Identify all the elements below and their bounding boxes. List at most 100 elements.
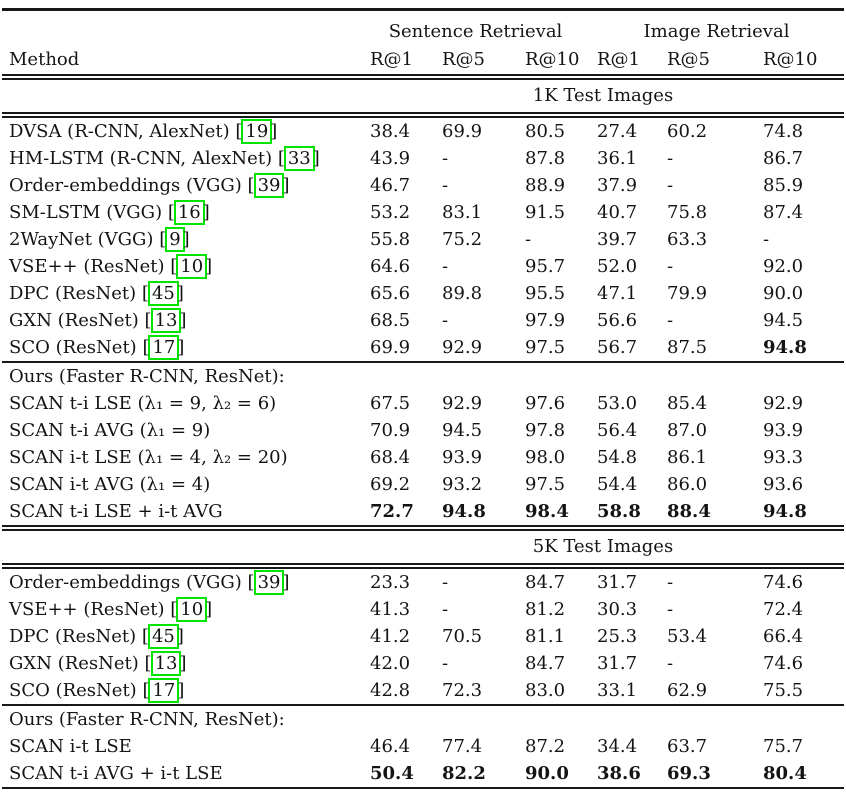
value-cell: 88.9 <box>525 175 566 196</box>
citation-link[interactable]: 10 <box>176 597 208 622</box>
table-row: SCAN t-i AVG (λ₁ = 9) 70.9 94.5 97.8 56.4 87.… <box>2 417 844 444</box>
section-banner: 5K Test Images <box>362 525 844 569</box>
citation-close-bracket: ] <box>312 148 320 169</box>
value-cell: 80.4 <box>763 763 807 784</box>
ours-subheader-row: Ours (Faster R-CNN, ResNet): <box>2 361 844 390</box>
method-label: SCAN i-t LSE <box>9 736 132 757</box>
citation-link[interactable]: 13 <box>150 308 182 333</box>
value-cell: 68.5 <box>370 310 411 331</box>
column-header-r1-image: R@1 <box>597 49 641 70</box>
value-cell: 39.7 <box>597 229 638 250</box>
table-row: DVSA (R-CNN, AlexNet) [19] 38.4 69.9 80.5 27… <box>2 115 844 145</box>
method-cell: HM-LSTM (R-CNN, AlexNet) [33] <box>2 145 362 172</box>
method-cell: GXN (ResNet) [13] <box>2 307 362 334</box>
citation-link[interactable]: 45 <box>147 281 179 306</box>
method-cell: VSE++ (ResNet) [10] <box>2 596 362 623</box>
table-row: VSE++ (ResNet) [10] 41.3 - 81.2 30.3 - 72.4 <box>2 596 844 623</box>
citation-open-bracket: [ <box>144 653 152 674</box>
value-cell: 82.2 <box>442 763 486 784</box>
value-cell: 93.9 <box>763 420 804 441</box>
citation: [9] <box>159 227 190 252</box>
value-cell: 66.4 <box>763 626 804 647</box>
citation-close-bracket: ] <box>176 626 184 647</box>
value-cell: 75.8 <box>667 202 708 223</box>
ours-subheader: Ours (Faster R-CNN, ResNet): <box>2 361 844 390</box>
table-row: GXN (ResNet) [13] 42.0 - 84.7 31.7 - 74.6 <box>2 650 844 677</box>
value-cell: - <box>442 599 449 620</box>
value-cell: 75.5 <box>763 680 804 701</box>
method-label: SCAN t-i LSE (λ₁ = 9, λ₂ = 6) <box>9 393 277 414</box>
value-cell: 92.9 <box>763 393 804 414</box>
citation-link[interactable]: 33 <box>283 146 315 171</box>
value-cell: 72.4 <box>763 599 804 620</box>
value-cell: 93.2 <box>442 474 483 495</box>
value-cell: 27.4 <box>597 121 638 142</box>
citation: [16] <box>167 200 210 225</box>
value-cell: 72.7 <box>370 501 414 522</box>
value-cell: 31.7 <box>597 572 638 593</box>
method-label: SCO (ResNet) <box>9 337 137 358</box>
table-row: DPC (ResNet) [45] 41.2 70.5 81.1 25.3 53.4 66.… <box>2 623 844 650</box>
value-cell: 52.0 <box>597 256 638 277</box>
method-cell: SCO (ResNet) [17] <box>2 334 362 362</box>
citation-link[interactable]: 45 <box>147 624 179 649</box>
value-cell: 93.6 <box>763 474 804 495</box>
value-cell: 33.1 <box>597 680 638 701</box>
citation-close-bracket: ] <box>177 680 185 701</box>
value-cell: 87.2 <box>525 736 566 757</box>
value-cell: 38.4 <box>370 121 411 142</box>
value-cell: - <box>667 599 674 620</box>
citation-close-bracket: ] <box>270 121 278 142</box>
value-cell: - <box>667 310 674 331</box>
value-cell: 92.0 <box>763 256 804 277</box>
citation-open-bracket: [ <box>144 310 152 331</box>
value-cell: 97.6 <box>525 393 566 414</box>
citation-link[interactable]: 13 <box>150 651 182 676</box>
value-cell: 55.8 <box>370 229 411 250</box>
citation-link[interactable]: 17 <box>148 335 180 360</box>
section-banner-row: 5K Test Images <box>2 525 844 569</box>
value-cell: 97.5 <box>525 474 566 495</box>
citation-close-bracket: ] <box>205 599 213 620</box>
citation-link[interactable]: 39 <box>253 173 285 198</box>
citation-link[interactable]: 19 <box>241 119 273 144</box>
value-cell: 90.0 <box>525 763 569 784</box>
column-header-r10-sentence: R@10 <box>525 49 580 70</box>
citation-link[interactable]: 10 <box>176 254 208 279</box>
citation: [10] <box>170 597 213 622</box>
value-cell: 85.4 <box>667 393 708 414</box>
value-cell: 58.8 <box>597 501 641 522</box>
group-header-sentence-retrieval: Sentence Retrieval <box>388 21 563 42</box>
value-cell: 81.2 <box>525 599 566 620</box>
citation-open-bracket: [ <box>167 202 175 223</box>
citation-close-bracket: ] <box>182 229 190 250</box>
value-cell: 89.8 <box>442 283 483 304</box>
banner-spacer-cell <box>2 525 362 569</box>
table-row: SCAN i-t LSE (λ₁ = 4, λ₂ = 20) 68.4 93.9 98… <box>2 444 844 471</box>
citation-link[interactable]: 16 <box>173 200 205 225</box>
method-cell: SCAN t-i LSE + i-t AVG <box>2 498 362 528</box>
citation-close-bracket: ] <box>179 653 187 674</box>
value-cell: - <box>667 256 674 277</box>
value-cell: 38.6 <box>597 763 641 784</box>
table-row: DPC (ResNet) [45] 65.6 89.8 95.5 47.1 79.9 90.… <box>2 280 844 307</box>
column-header-r1-sentence: R@1 <box>370 49 414 70</box>
method-cell: SCAN t-i AVG + i-t LSE <box>2 760 362 788</box>
citation-link[interactable]: 17 <box>148 678 180 703</box>
value-cell: 98.0 <box>525 447 566 468</box>
value-cell: 54.8 <box>597 447 638 468</box>
citation-link[interactable]: 9 <box>165 227 185 252</box>
value-cell: 65.6 <box>370 283 411 304</box>
value-cell: 40.7 <box>597 202 638 223</box>
value-cell: 93.9 <box>442 447 483 468</box>
citation-open-bracket: [ <box>247 175 255 196</box>
table-row: Order-embeddings (VGG) [39] 23.3 - 84.7 31.7… <box>2 566 844 596</box>
table-row: SCAN t-i LSE (λ₁ = 9, λ₂ = 6) 67.5 92.9 97.… <box>2 390 844 417</box>
value-cell: 79.9 <box>667 283 708 304</box>
group-header-image-retrieval: Image Retrieval <box>643 21 790 42</box>
citation-open-bracket: [ <box>141 283 149 304</box>
value-cell: 46.7 <box>370 175 411 196</box>
citation-link[interactable]: 39 <box>253 570 285 595</box>
value-cell: - <box>667 175 674 196</box>
